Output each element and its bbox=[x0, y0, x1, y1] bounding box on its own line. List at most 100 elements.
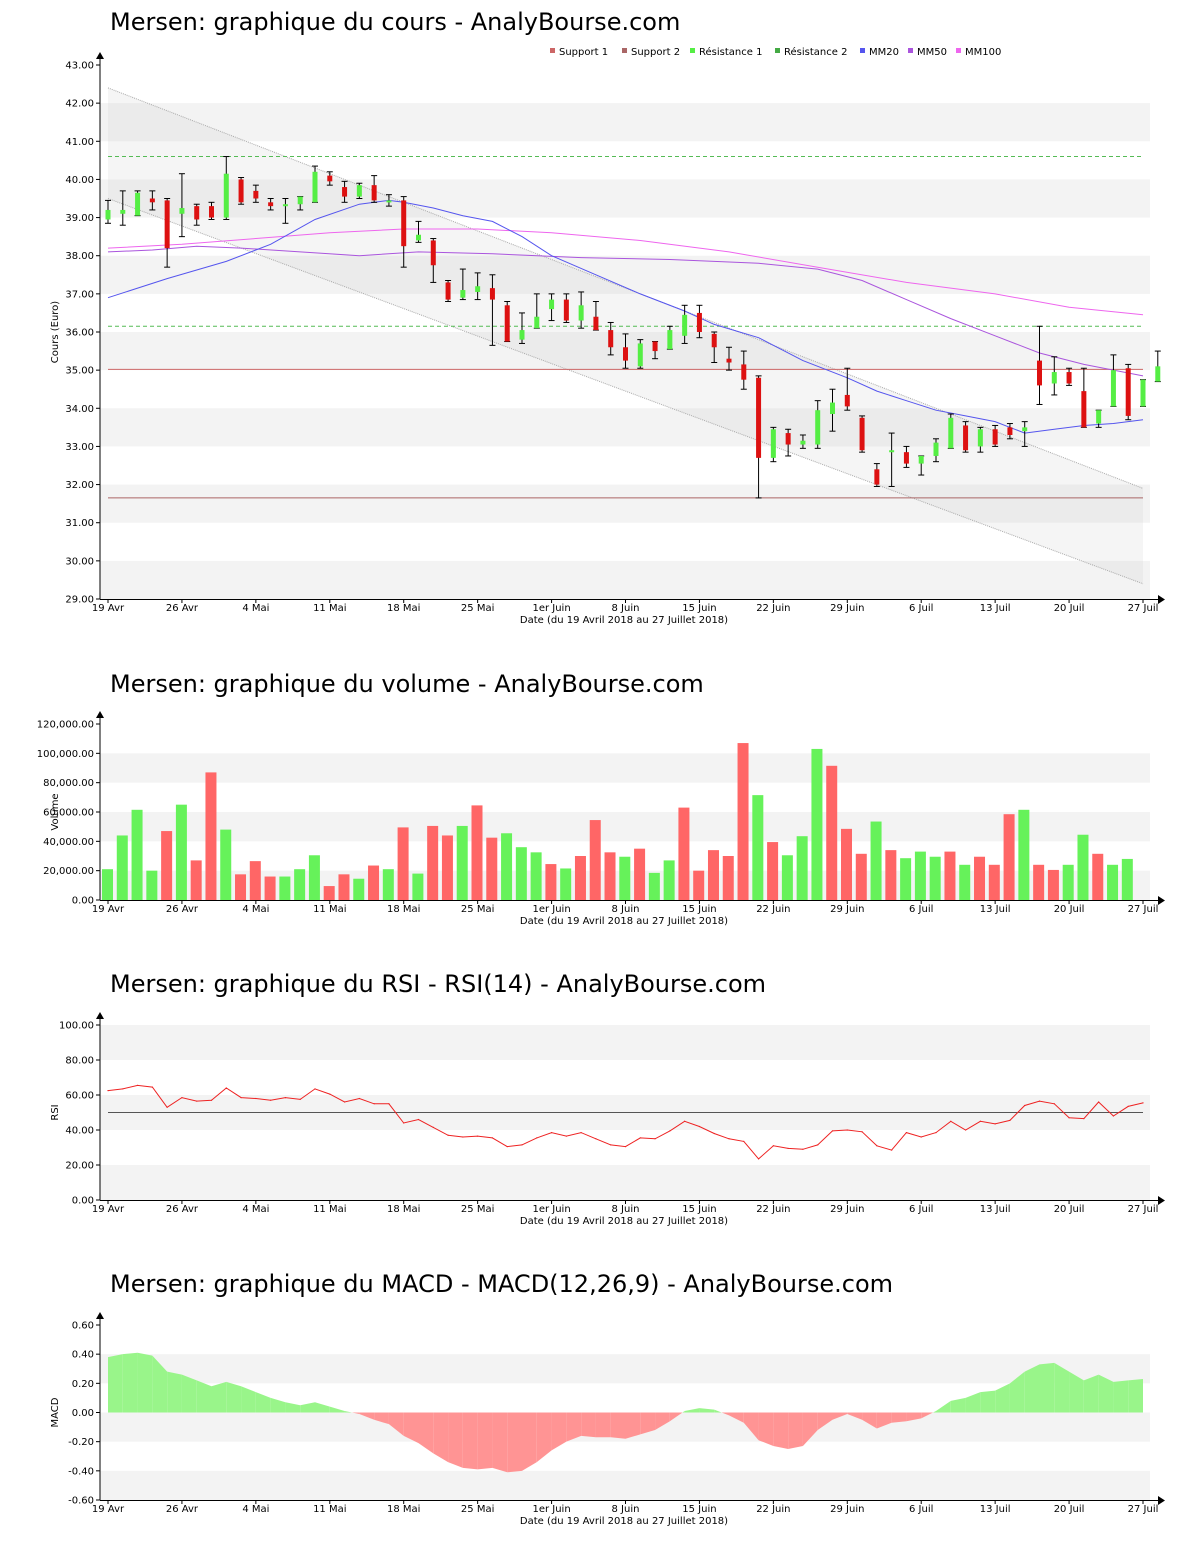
candle-body bbox=[356, 185, 362, 197]
rsi-point bbox=[787, 1147, 789, 1149]
price-y-tick-label: 32.00 bbox=[65, 480, 94, 491]
volume-bar bbox=[988, 864, 1000, 900]
rsi-point bbox=[210, 1099, 213, 1101]
price-y-tick-label: 35.00 bbox=[65, 366, 94, 377]
rsi-point bbox=[432, 1126, 434, 1128]
candle-body bbox=[534, 316, 540, 329]
macd-y-tick-label: -0.40 bbox=[68, 1466, 94, 1477]
macd-band bbox=[100, 1354, 1150, 1384]
macd-x-tick-label: 18 Mai bbox=[387, 1504, 420, 1515]
rsi-point bbox=[772, 1145, 774, 1147]
volume-bar bbox=[1003, 814, 1015, 900]
volume-bar bbox=[914, 851, 926, 900]
volume-x-tick-label: 19 Avr bbox=[92, 904, 125, 915]
volume-bar bbox=[1092, 853, 1104, 900]
rsi-point bbox=[255, 1097, 257, 1100]
macd-area-segment bbox=[351, 1412, 360, 1414]
legend-swatch bbox=[908, 48, 913, 53]
candle-body bbox=[682, 314, 688, 336]
candle-body bbox=[268, 202, 274, 207]
macd-area-segment bbox=[300, 1402, 315, 1413]
macd-area-segment bbox=[1083, 1374, 1099, 1413]
rsi-point bbox=[698, 1125, 701, 1128]
legend-label: MM20 bbox=[869, 47, 899, 58]
rsi-y-arrow bbox=[96, 1012, 104, 1019]
volume-bar bbox=[900, 858, 912, 900]
candle-body bbox=[504, 305, 510, 342]
volume-bar bbox=[427, 825, 439, 900]
rsi-x-tick-label: 6 Juil bbox=[909, 1204, 933, 1215]
volume-bar bbox=[796, 836, 808, 900]
macd-y-tick-label: 0.00 bbox=[72, 1408, 94, 1419]
volume-bar bbox=[663, 860, 675, 900]
macd-area-segment bbox=[595, 1412, 611, 1438]
macd-area-segment bbox=[655, 1412, 670, 1430]
candle-body bbox=[386, 200, 392, 203]
candle-body bbox=[933, 442, 939, 456]
rsi-x-tick-label: 29 Juin bbox=[830, 1204, 864, 1215]
price-y-tick-label: 31.00 bbox=[65, 518, 94, 529]
volume-bar bbox=[855, 853, 867, 900]
price-y-tick-label: 37.00 bbox=[65, 289, 94, 300]
candle-body bbox=[1155, 366, 1161, 382]
rsi-point bbox=[196, 1100, 198, 1102]
candle-body bbox=[1110, 370, 1116, 407]
rsi-point bbox=[1127, 1105, 1129, 1107]
macd-area-segment bbox=[359, 1412, 375, 1420]
price-x-tick-label: 29 Juin bbox=[830, 603, 864, 614]
volume-y-tick-label: 60,000.00 bbox=[43, 808, 94, 819]
legend-swatch bbox=[622, 48, 627, 53]
price-y-arrow bbox=[96, 52, 104, 59]
candle-body bbox=[563, 299, 569, 321]
rsi-point bbox=[964, 1129, 967, 1131]
volume-bar bbox=[279, 876, 291, 900]
macd-area-segment bbox=[418, 1412, 434, 1454]
volume-bar bbox=[382, 869, 394, 900]
macd-area-segment bbox=[1054, 1362, 1070, 1413]
macd-area-segment bbox=[773, 1412, 789, 1449]
price-x-tick-label: 18 Mai bbox=[387, 603, 420, 614]
volume-bar bbox=[619, 856, 631, 900]
candle-body bbox=[223, 173, 229, 218]
rsi-point bbox=[181, 1097, 183, 1099]
macd-area-segment bbox=[196, 1380, 212, 1413]
macd-area-segment bbox=[181, 1374, 197, 1413]
macd-x-tick-label: 29 Juin bbox=[830, 1504, 864, 1515]
macd-area-segment bbox=[625, 1412, 641, 1439]
macd-area-segment bbox=[714, 1409, 722, 1413]
candle-body bbox=[844, 394, 850, 407]
macd-area-segment bbox=[374, 1412, 389, 1425]
macd-area-segment bbox=[862, 1412, 877, 1429]
rsi-point bbox=[861, 1131, 863, 1133]
volume-x-tick-label: 6 Juil bbox=[909, 904, 933, 915]
candle-body bbox=[696, 312, 702, 332]
price-y-tick-label: 40.00 bbox=[65, 175, 94, 186]
volume-bar bbox=[161, 831, 173, 900]
volume-bar bbox=[441, 835, 453, 900]
rsi-point bbox=[565, 1135, 567, 1137]
volume-bar bbox=[693, 870, 705, 900]
legend-swatch bbox=[860, 48, 865, 53]
macd-area-segment bbox=[388, 1412, 404, 1436]
price-x-tick-label: 26 Avr bbox=[166, 603, 199, 614]
macd-area-segment bbox=[995, 1383, 1010, 1413]
volume-bar bbox=[190, 860, 202, 900]
candle-body bbox=[1066, 372, 1072, 384]
volume-x-tick-label: 11 Mai bbox=[313, 904, 346, 915]
macd-area-segment bbox=[832, 1412, 848, 1420]
candle-body bbox=[401, 200, 407, 247]
macd-area-segment bbox=[891, 1412, 907, 1423]
volume-bar bbox=[456, 825, 468, 900]
macd-area-segment bbox=[788, 1412, 803, 1449]
volume-bar bbox=[308, 855, 320, 900]
candle-body bbox=[164, 200, 170, 249]
macd-area-segment bbox=[507, 1412, 522, 1473]
volume-bar bbox=[264, 876, 276, 900]
macd-y-tick-label: -0.60 bbox=[68, 1496, 94, 1507]
macd-x-axis-label: Date (du 19 Avril 2018 au 27 Juillet 201… bbox=[520, 1516, 728, 1527]
volume-bar bbox=[707, 850, 719, 900]
rsi-point bbox=[447, 1134, 449, 1136]
volume-x-arrow bbox=[1158, 896, 1165, 905]
rsi-band bbox=[100, 1165, 1150, 1200]
macd-area-segment bbox=[743, 1412, 759, 1441]
